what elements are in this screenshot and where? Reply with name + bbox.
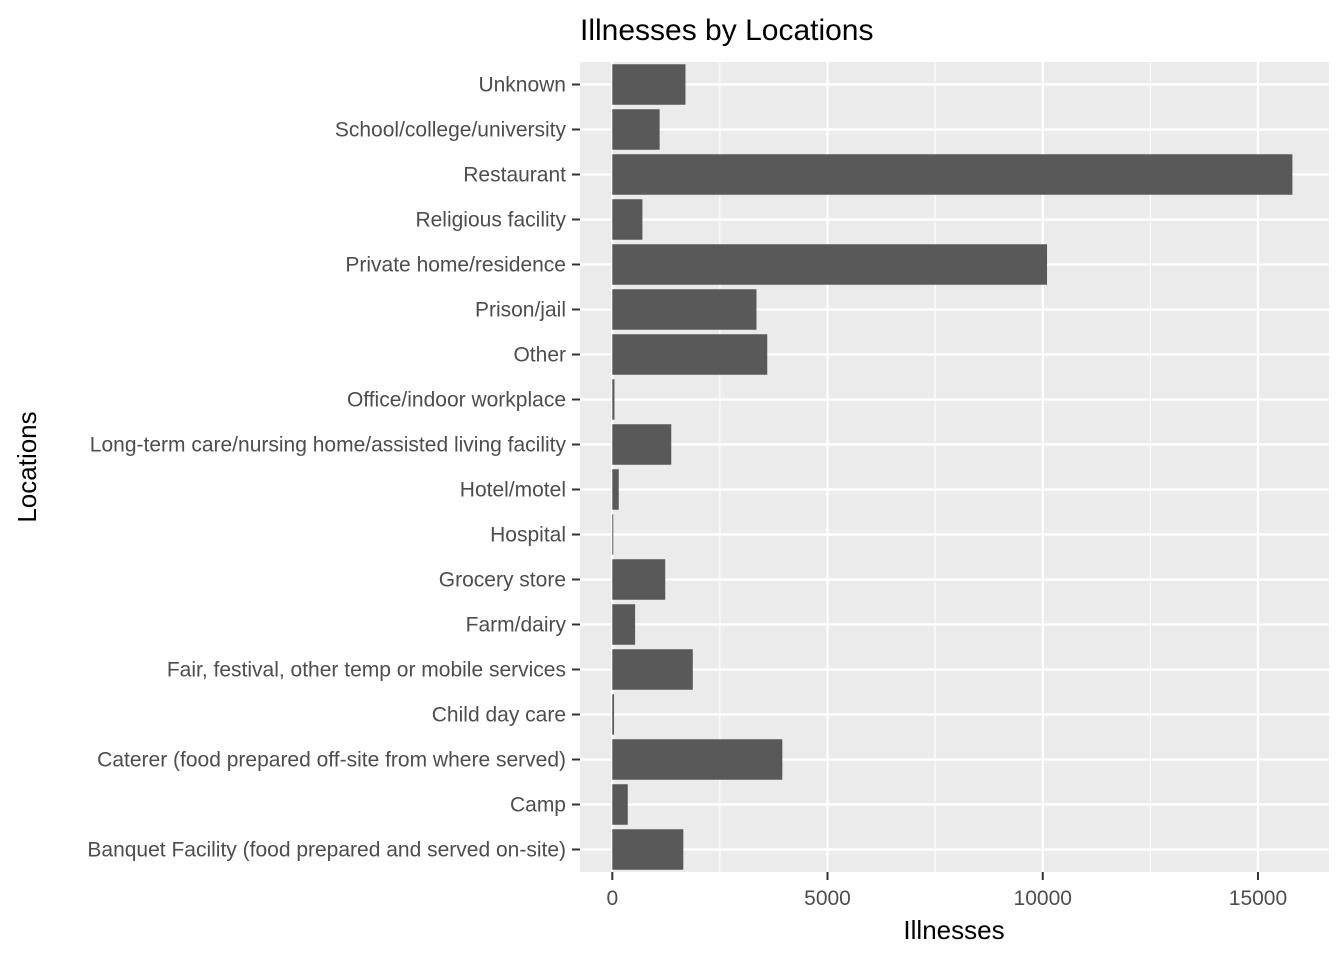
- bar: [612, 379, 615, 420]
- x-axis-title: Illnesses: [903, 915, 1004, 945]
- y-tick-label: Fair, festival, other temp or mobile ser…: [167, 659, 566, 682]
- bar: [612, 334, 768, 375]
- y-tick-label: Unknown: [478, 74, 566, 97]
- bar: [612, 64, 686, 105]
- bar: [612, 154, 1293, 195]
- y-tick-label: Farm/dairy: [466, 614, 567, 637]
- y-tick-label: Office/indoor workplace: [347, 389, 566, 412]
- y-tick-label: Religious facility: [415, 209, 566, 232]
- bar: [612, 784, 628, 825]
- bar: [612, 514, 614, 555]
- bar: [612, 424, 672, 465]
- bar: [612, 109, 660, 150]
- y-tick-label: Child day care: [432, 704, 566, 727]
- x-tick-label: 10000: [1014, 887, 1072, 910]
- y-axis-title: Locations: [12, 411, 42, 522]
- bar: [612, 694, 615, 735]
- y-tick-label: Hotel/motel: [460, 479, 566, 502]
- bar: [612, 559, 666, 600]
- x-tick-label: 15000: [1229, 887, 1287, 910]
- bar: [612, 739, 783, 780]
- y-tick-label: Camp: [510, 794, 566, 817]
- y-tick-label: Grocery store: [439, 569, 566, 592]
- y-tick-label: Other: [513, 344, 566, 367]
- y-tick-label: School/college/university: [335, 119, 567, 142]
- y-tick-label: Long-term care/nursing home/assisted liv…: [90, 434, 567, 457]
- bar: [612, 244, 1048, 285]
- plot-panel: [580, 62, 1329, 872]
- y-tick-label: Restaurant: [463, 164, 566, 187]
- y-axis: Unknown School/college/university Restaura…: [87, 74, 580, 862]
- y-tick-label: Caterer (food prepared off-site from whe…: [97, 749, 566, 772]
- bars: [612, 64, 1293, 870]
- y-tick-label: Hospital: [490, 524, 566, 547]
- bar: [612, 199, 643, 240]
- bar: [612, 469, 619, 510]
- bar: [612, 604, 636, 645]
- x-axis: 0 5000 10000 15000: [606, 872, 1287, 910]
- bar: [612, 649, 693, 690]
- x-tick-label: 5000: [804, 887, 851, 910]
- x-tick-label: 0: [606, 887, 618, 910]
- y-tick-label: Banquet Facility (food prepared and serv…: [87, 839, 566, 862]
- bar: [612, 289, 757, 330]
- bar: [612, 829, 684, 870]
- chart-title: Illnesses by Locations: [580, 14, 874, 47]
- y-tick-label: Private home/residence: [345, 254, 566, 277]
- y-tick-label: Prison/jail: [475, 299, 566, 322]
